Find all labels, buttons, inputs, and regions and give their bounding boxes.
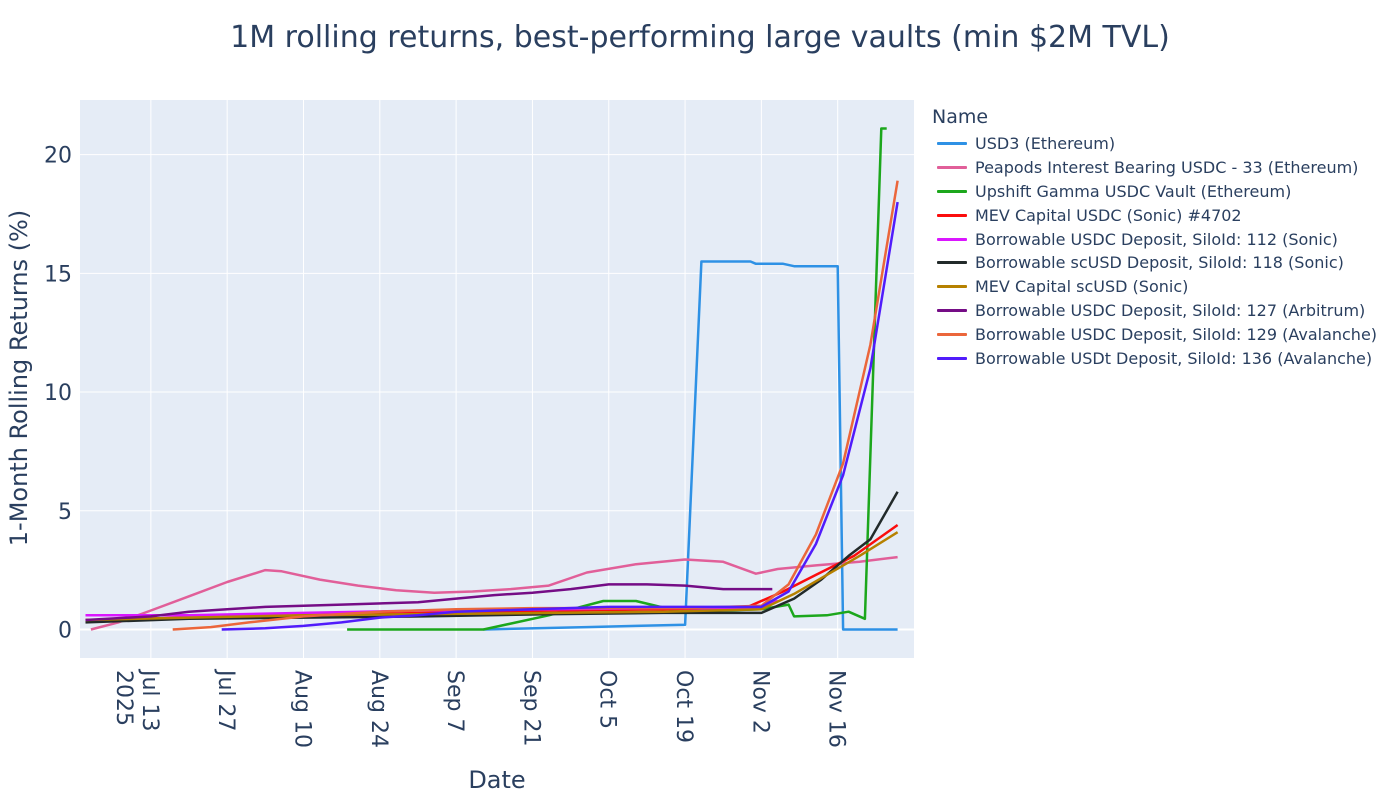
legend-items: USD3 (Ethereum) Peapods Interest Bearing … (932, 132, 1377, 370)
x-tick-label: Sep 7 (442, 670, 467, 732)
legend-item[interactable]: Borrowable USDt Deposit, SiloId: 136 (Av… (932, 346, 1377, 370)
x-tick-label: Aug 10 (289, 670, 314, 748)
legend-label: Borrowable scUSD Deposit, SiloId: 118 (S… (975, 253, 1344, 273)
x-axis-label: Date (468, 766, 525, 794)
legend-item[interactable]: Borrowable scUSD Deposit, SiloId: 118 (S… (932, 251, 1377, 275)
legend-item[interactable]: Borrowable USDC Deposit, SiloId: 129 (Av… (932, 322, 1377, 346)
series-line-8 (85, 583, 773, 622)
y-tick-label: 5 (58, 500, 72, 525)
x-tick-label: Jul 27 (213, 668, 238, 732)
legend-item[interactable]: Borrowable USDC Deposit, SiloId: 112 (So… (932, 227, 1377, 251)
series-lines (85, 127, 899, 631)
y-axis-label: 1-Month Rolling Returns (%) (5, 210, 33, 546)
series-line-7 (85, 531, 899, 622)
x-tick-label: Nov 16 (824, 670, 849, 748)
legend-label: USD3 (Ethereum) (975, 134, 1116, 154)
grid-lines (80, 100, 914, 658)
legend-label: Borrowable USDC Deposit, SiloId: 112 (So… (975, 229, 1338, 249)
legend-swatch (937, 237, 967, 241)
y-tick-label: 20 (44, 144, 72, 169)
legend-item[interactable]: MEV Capital USDC (Sonic) #4702 (932, 203, 1377, 227)
y-tick-labels: 0 5 10 15 20 (44, 144, 72, 644)
legend-item[interactable]: USD3 (Ethereum) (932, 132, 1377, 156)
y-tick-label: 10 (44, 381, 72, 406)
x-tick-label: Oct 19 (671, 670, 696, 743)
x-tick-label: Jul 13 (137, 668, 162, 732)
x-tick-label: Oct 5 (595, 670, 620, 729)
legend-label: Peapods Interest Bearing USDC - 33 (Ethe… (975, 158, 1359, 178)
legend-label: Borrowable USDC Deposit, SiloId: 127 (Ar… (975, 300, 1366, 320)
legend-label: Borrowable USDC Deposit, SiloId: 129 (Av… (975, 324, 1378, 344)
legend-item[interactable]: Peapods Interest Bearing USDC - 33 (Ethe… (932, 156, 1377, 180)
legend-swatch (937, 166, 967, 170)
legend-swatch (937, 332, 967, 336)
chart-title: 1M rolling returns, best-performing larg… (230, 20, 1170, 55)
legend-label: Upshift Gamma USDC Vault (Ethereum) (975, 181, 1292, 201)
series-line-10 (221, 201, 899, 631)
x-tick-label: Nov 2 (747, 670, 772, 734)
legend-swatch (937, 356, 967, 360)
legend-swatch (937, 213, 967, 217)
x-tick-label: Aug 24 (366, 670, 391, 748)
y-tick-label: 0 (58, 619, 72, 644)
legend-label: Borrowable USDt Deposit, SiloId: 136 (Av… (975, 348, 1373, 368)
legend-item[interactable]: MEV Capital scUSD (Sonic) (932, 275, 1377, 299)
legend-swatch (937, 261, 967, 265)
legend-swatch (937, 189, 967, 193)
legend: Name USD3 (Ethereum) Peapods Interest Bea… (932, 106, 1377, 370)
x-tick-sublabel: 2025 (111, 670, 136, 726)
legend-swatch (937, 285, 967, 289)
legend-label: MEV Capital USDC (Sonic) #4702 (975, 205, 1242, 225)
legend-swatch (937, 308, 967, 312)
y-tick-label: 15 (44, 262, 72, 287)
legend-item[interactable]: Borrowable USDC Deposit, SiloId: 127 (Ar… (932, 299, 1377, 323)
legend-label: MEV Capital scUSD (Sonic) (975, 277, 1189, 297)
series-line-2 (90, 555, 898, 631)
legend-item[interactable]: Upshift Gamma USDC Vault (Ethereum) (932, 180, 1377, 204)
legend-swatch (937, 142, 967, 146)
x-tick-label: Sep 21 (518, 670, 543, 746)
series-line-1 (483, 260, 898, 631)
plot-area (80, 100, 914, 658)
legend-title: Name (932, 106, 989, 128)
